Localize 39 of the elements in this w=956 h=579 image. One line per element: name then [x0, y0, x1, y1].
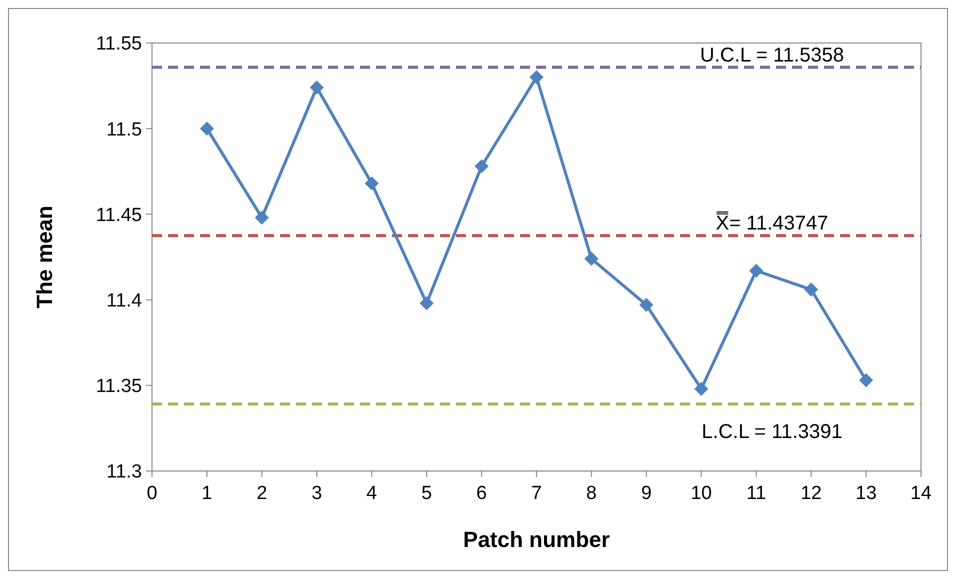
ref-line-label: X̿= 11.43747 [716, 212, 828, 235]
point [310, 80, 324, 95]
y-axis-title: The mean [32, 206, 57, 308]
y-tick-label: 11.4 [106, 290, 142, 312]
point [420, 296, 434, 310]
point [804, 282, 818, 297]
x-tick-label: 4 [366, 483, 378, 504]
y-tick-label: 11.3 [106, 462, 142, 483]
x-tick-label: 12 [800, 483, 822, 504]
point [200, 122, 214, 136]
x-tick-label: 3 [311, 483, 322, 504]
point [749, 264, 764, 278]
point [254, 210, 269, 225]
x-tick-label: 14 [910, 483, 932, 504]
point [694, 382, 708, 396]
x-tick-label: 1 [202, 483, 212, 504]
y-tick-label: 11.45 [96, 204, 142, 226]
point [639, 298, 654, 312]
y-tick-label: 11.5 [106, 119, 142, 140]
x-tick-label: 6 [476, 483, 487, 504]
y-tick-label: 11.35 [96, 376, 142, 398]
x-axis-title: Patch number [463, 527, 610, 552]
x-tick-label: 10 [690, 483, 712, 504]
ref-line-label: L.C.L = 11.3391 [702, 421, 842, 444]
point [584, 252, 598, 266]
point [530, 70, 544, 84]
point [474, 159, 489, 174]
point [859, 373, 874, 388]
x-tick-label: 9 [641, 483, 652, 504]
x-tick-label: 2 [256, 483, 268, 504]
y-tick-label: 11.55 [96, 34, 142, 55]
ref-line-label: U.C.L = 11.5358 [700, 44, 844, 66]
x-tick-label: 13 [856, 483, 877, 504]
x-tick-label: 0 [146, 483, 158, 504]
x-tick-label: 11 [746, 483, 766, 504]
x-tick-label: 7 [531, 483, 542, 504]
x-tick-label: 5 [421, 483, 432, 504]
point [364, 176, 379, 190]
x-tick-label: 8 [586, 483, 597, 504]
